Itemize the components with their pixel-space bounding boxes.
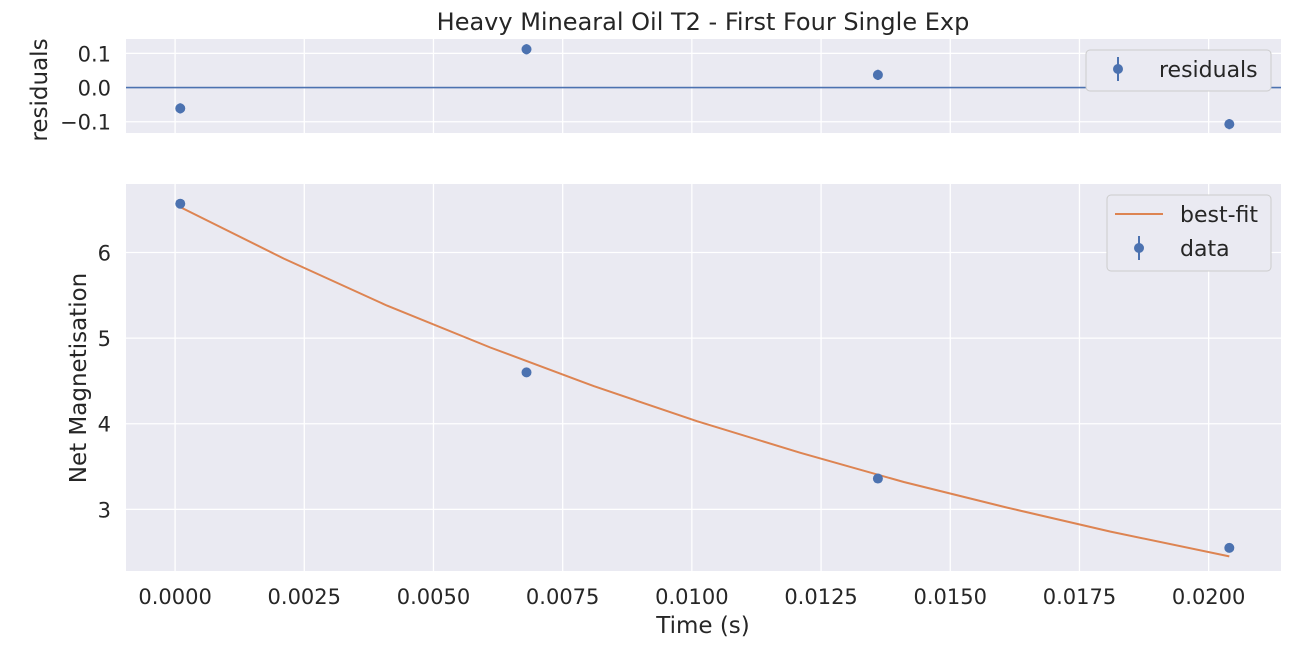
residuals-panel: residuals residuals 0.1 0.0 −0.1 <box>27 38 1281 142</box>
main-content <box>175 198 1235 558</box>
residuals-legend-label: residuals <box>1159 58 1258 83</box>
y-tick-label: 4 <box>98 413 111 437</box>
y-axis-label: Net Magnetisation <box>66 273 92 484</box>
residuals-y-axis-label: residuals <box>27 38 53 141</box>
x-tick-label: 0.0175 <box>1043 585 1116 609</box>
x-tick-label: 0.0200 <box>1172 585 1245 609</box>
residuals-legend: residuals <box>1085 49 1272 92</box>
x-tick-label: 0.0075 <box>526 585 599 609</box>
chart-title: Heavy Minearal Oil T2 - First Four Singl… <box>437 8 970 36</box>
main-plot-area <box>126 184 1281 571</box>
best-fit-line <box>179 206 1230 558</box>
best-fit-legend-label: best-fit <box>1180 203 1258 228</box>
x-tick-label: 0.0050 <box>397 585 470 609</box>
y-tick-label: 3 <box>98 498 111 522</box>
data-point <box>521 367 532 378</box>
y-tick-label: 6 <box>98 241 111 265</box>
main-grid <box>126 184 1281 571</box>
main-panel: Time (s) Net Magnetisation best-fit data… <box>66 184 1281 639</box>
residual-point <box>872 69 883 80</box>
x-tick-label: 0.0025 <box>268 585 341 609</box>
data-legend-label: data <box>1180 237 1230 262</box>
data-legend-marker <box>1134 243 1144 253</box>
data-point <box>175 198 186 209</box>
residual-point <box>1224 119 1235 130</box>
x-tick-label: 0.0150 <box>914 585 987 609</box>
residuals-y-tick-label: 0.1 <box>78 42 111 66</box>
x-tick-label: 0.0000 <box>138 585 211 609</box>
data-point <box>1224 542 1235 553</box>
residuals-legend-box <box>1085 49 1272 92</box>
residuals-legend-marker <box>1113 64 1123 74</box>
data-point <box>872 473 883 484</box>
y-tick-label: 5 <box>98 327 111 351</box>
residuals-y-tick-label: 0.0 <box>78 77 111 101</box>
residual-point <box>175 103 186 114</box>
residuals-y-tick-label: −0.1 <box>60 111 111 135</box>
x-tick-label: 0.0100 <box>655 585 728 609</box>
x-tick-label: 0.0125 <box>784 585 857 609</box>
x-axis-label: Time (s) <box>655 613 750 639</box>
main-legend: best-fit data <box>1106 194 1272 272</box>
residual-point <box>521 44 532 55</box>
